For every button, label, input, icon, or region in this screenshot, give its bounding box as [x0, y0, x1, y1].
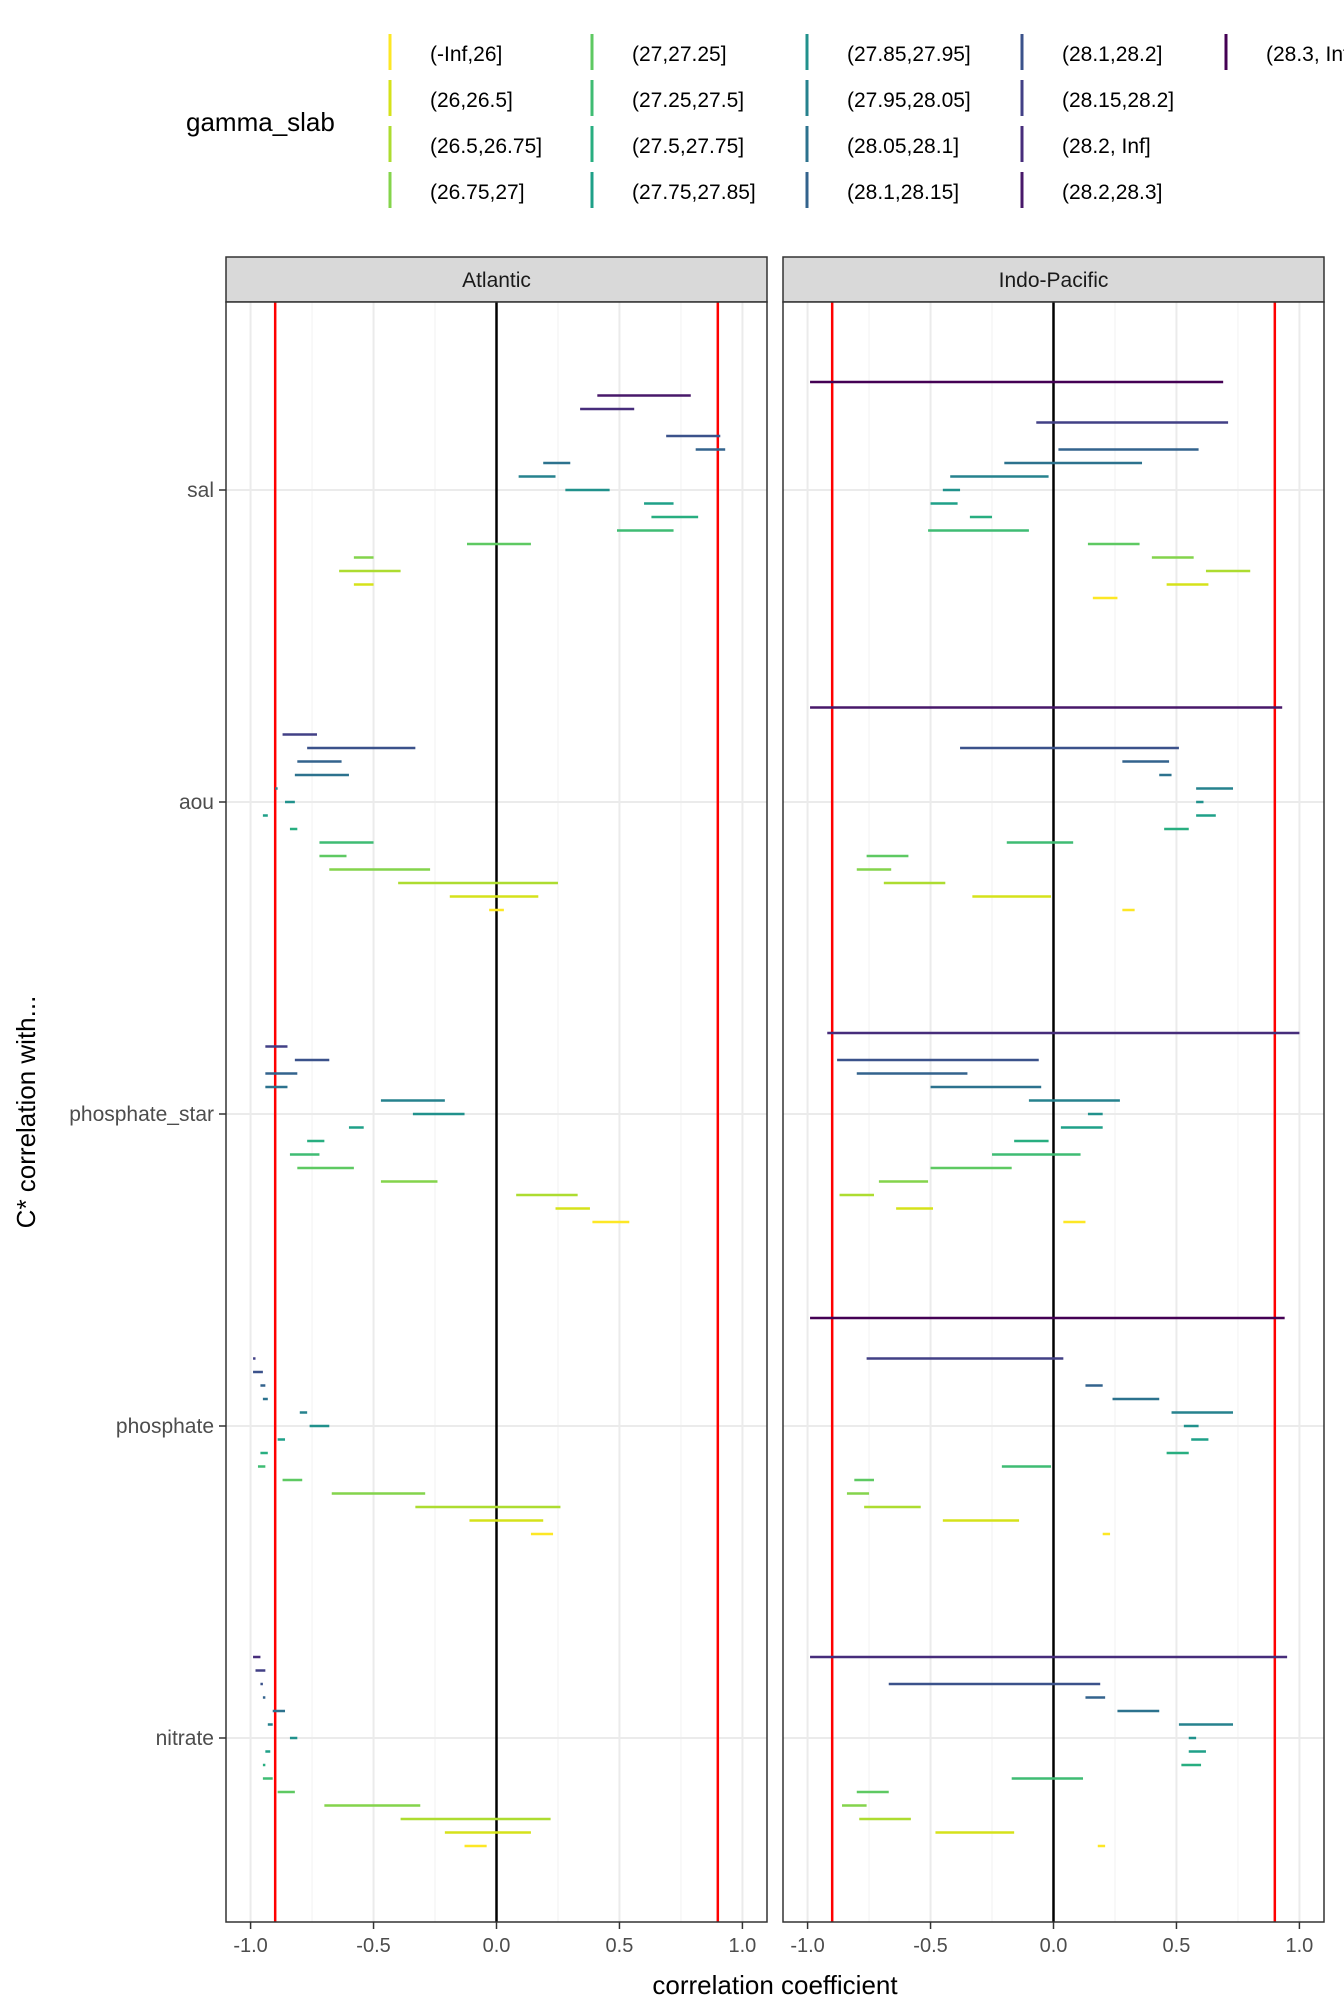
legend-label: (27.5,27.75]	[632, 135, 744, 158]
legend-label: (26,26.5]	[430, 89, 513, 112]
y-tick-label: aou	[179, 791, 214, 814]
legend-label: (28.05,28.1]	[847, 135, 959, 158]
y-tick-label: sal	[187, 479, 214, 502]
facet-strip	[225, 256, 768, 303]
legend-label: (27.95,28.05]	[847, 89, 971, 112]
legend-label: (28.15,28.2]	[1062, 89, 1174, 112]
legend: gamma_slab (-Inf,26] (26,26.5] (26.5,26.75…	[186, 34, 1344, 208]
y-tick-label: nitrate	[156, 1727, 214, 1750]
legend-label: (28.2,28.3]	[1062, 181, 1162, 204]
y-tick-label: phosphate_star	[69, 1103, 214, 1126]
legend-title: gamma_slab	[186, 107, 335, 137]
legend-label: (28.1,28.2]	[1062, 43, 1162, 66]
x-tick-label: 0.0	[1040, 1935, 1068, 1957]
facet-strip	[782, 256, 1325, 303]
x-tick-label: 0.5	[1163, 1935, 1191, 1957]
legend-label: (28.3, Inf]	[1266, 43, 1344, 66]
legend-label: (-Inf,26]	[430, 43, 502, 66]
x-tick-label: 0.0	[483, 1935, 511, 1957]
x-tick-label: -0.5	[913, 1935, 947, 1957]
legend-label: (27.85,27.95]	[847, 43, 971, 66]
x-axis-title: correlation coefficient	[652, 1970, 898, 2000]
panel-atlantic: Atlantic -1.0 -0.5 0.0 0.5 1.0	[225, 256, 768, 1957]
legend-label: (26.5,26.75]	[430, 135, 542, 158]
legend-label: (28.2, Inf]	[1062, 135, 1151, 158]
facet-title: Indo-Pacific	[999, 269, 1109, 292]
y-axis-title: C* correlation with...	[11, 996, 41, 1229]
y-tick-label: phosphate	[116, 1415, 214, 1438]
legend-label: (27,27.25]	[632, 43, 727, 66]
x-tick-label: -1.0	[790, 1935, 824, 1957]
panel-indo-pacific: Indo-Pacific -1.0 -0.5 0.0 0.5 1.0	[782, 256, 1325, 1957]
facet-title: Atlantic	[462, 269, 531, 292]
x-tick-label: 0.5	[606, 1935, 634, 1957]
legend-label: (26.75,27]	[430, 181, 525, 204]
legend-label: (28.1,28.15]	[847, 181, 959, 204]
x-tick-label: 1.0	[1286, 1935, 1314, 1957]
x-tick-label: -1.0	[233, 1935, 267, 1957]
x-tick-label: 1.0	[729, 1935, 757, 1957]
legend-label: (27.25,27.5]	[632, 89, 744, 112]
x-tick-label: -0.5	[356, 1935, 390, 1957]
legend-label: (27.75,27.85]	[632, 181, 756, 204]
